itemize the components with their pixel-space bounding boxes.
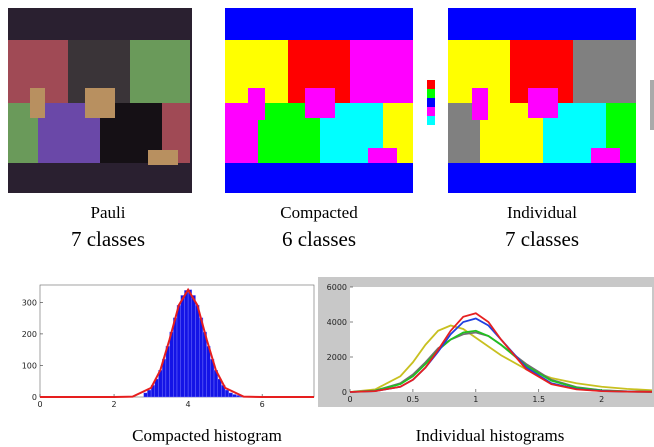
panel-title: Individual	[507, 203, 577, 222]
panel-subtitle: 7 classes	[71, 227, 145, 251]
bar	[203, 332, 207, 397]
x-tick-label: 4	[186, 400, 191, 409]
pauli-image	[8, 8, 192, 193]
bar	[147, 390, 151, 397]
bar	[170, 332, 174, 397]
bar	[166, 346, 170, 397]
y-tick-label: 0	[342, 388, 347, 397]
x-tick-label: 0	[347, 395, 352, 404]
x-tick-label: 1.5	[532, 395, 545, 404]
panel-subtitle: 7 classes	[505, 227, 579, 251]
x-tick-label: 2	[599, 395, 604, 404]
bar	[229, 393, 233, 397]
y-tick-label: 4000	[327, 318, 347, 327]
bar	[207, 346, 211, 397]
x-tick-label: 1	[473, 395, 478, 404]
x-tick-label: 0	[37, 400, 42, 409]
x-tick-label: 6	[260, 400, 265, 409]
bar	[199, 318, 203, 397]
y-tick-label: 0	[32, 393, 37, 402]
y-tick-label: 6000	[327, 283, 347, 292]
bar	[184, 290, 188, 397]
chart-caption: Individual histograms	[416, 426, 565, 445]
panel-title: Compacted	[280, 203, 358, 222]
chart-caption: Compacted histogram	[132, 426, 282, 445]
bar	[233, 394, 237, 397]
y-tick-label: 300	[22, 298, 37, 307]
individual-map	[448, 8, 654, 193]
y-tick-label: 2000	[327, 353, 347, 362]
y-tick-label: 100	[22, 361, 37, 370]
bar	[144, 393, 148, 397]
bar	[177, 305, 181, 397]
bar	[192, 295, 196, 397]
x-tick-label: 0.5	[407, 395, 420, 404]
x-tick-label: 2	[112, 400, 117, 409]
bar	[173, 318, 177, 397]
y-tick-label: 200	[22, 330, 37, 339]
bar	[225, 390, 229, 397]
bar	[181, 295, 185, 397]
panel-title: Pauli	[91, 203, 126, 222]
bar	[196, 305, 200, 397]
bar	[188, 290, 192, 397]
panel-subtitle: 6 classes	[282, 227, 356, 251]
compacted-map	[225, 8, 435, 193]
figure: Pauli 7 classes Compacted 6 classes Indi…	[0, 0, 654, 447]
